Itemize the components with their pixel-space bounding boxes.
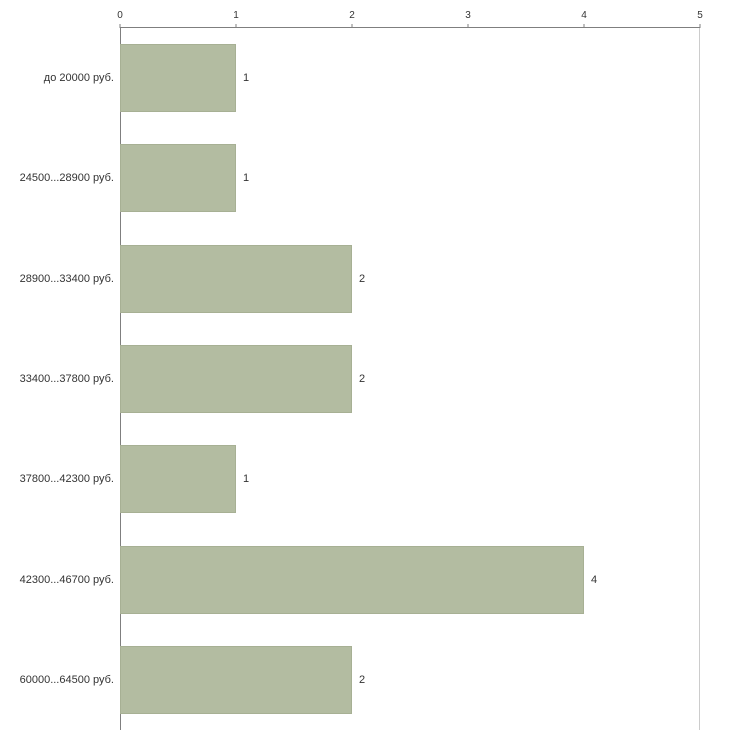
bar	[120, 244, 352, 313]
category-label: 28900...33400 руб.	[19, 272, 114, 285]
x-axis-tick-mark	[119, 24, 121, 28]
chart-row: до 20000 руб. 1	[0, 28, 730, 128]
category-label: 37800...42300 руб.	[19, 473, 114, 486]
bar-value-label: 1	[243, 72, 250, 85]
x-axis-tick-mark	[351, 24, 353, 28]
x-axis-tick-label: 5	[697, 10, 703, 21]
x-axis-tick-label: 0	[117, 10, 123, 21]
x-axis-line	[120, 27, 700, 28]
plot-cell: 2	[120, 229, 700, 329]
x-axis-tick-label: 3	[465, 10, 471, 21]
bar-value-label: 2	[359, 272, 366, 285]
chart-rows: до 20000 руб. 1 24500...28900 руб. 1 28900..…	[0, 28, 730, 730]
bar	[120, 344, 352, 413]
x-axis-tick-label: 4	[581, 10, 587, 21]
category-label: 60000...64500 руб.	[19, 673, 114, 686]
bar	[120, 144, 236, 213]
x-axis-tick-label: 1	[233, 10, 239, 21]
x-axis-tick-mark	[583, 24, 585, 28]
bar	[120, 445, 236, 514]
plot-cell: 2	[120, 630, 700, 730]
plot-cell: 1	[120, 28, 700, 128]
x-axis-tick-mark	[467, 24, 469, 28]
bar-value-label: 2	[359, 372, 366, 385]
chart-row: 60000...64500 руб. 2	[0, 630, 730, 730]
plot-cell: 4	[120, 529, 700, 629]
chart-row: 33400...37800 руб. 2	[0, 329, 730, 429]
x-axis: 0 1 2 3 4 5	[117, 0, 703, 28]
chart-row: 24500...28900 руб. 1	[0, 128, 730, 228]
category-label: до 20000 руб.	[43, 72, 114, 85]
chart-row: 28900...33400 руб. 2	[0, 229, 730, 329]
bar-value-label: 1	[243, 172, 250, 185]
bar	[120, 44, 236, 113]
bar-value-label: 4	[591, 573, 598, 586]
x-axis-tick-mark	[235, 24, 237, 28]
plot-cell: 1	[120, 128, 700, 228]
category-label: 33400...37800 руб.	[19, 372, 114, 385]
bar-value-label: 1	[243, 473, 250, 486]
bar-value-label: 2	[359, 673, 366, 686]
bar	[120, 645, 352, 714]
chart-row: 37800...42300 руб. 1	[0, 429, 730, 529]
bar	[120, 545, 584, 614]
category-label: 42300...46700 руб.	[19, 573, 114, 586]
x-axis-tick-label: 2	[349, 10, 355, 21]
chart-row: 42300...46700 руб. 4	[0, 529, 730, 629]
plot-right-border	[699, 28, 700, 730]
x-axis-tick-mark	[699, 24, 701, 28]
category-label: 24500...28900 руб.	[19, 172, 114, 185]
plot-cell: 1	[120, 429, 700, 529]
plot-cell: 2	[120, 329, 700, 429]
